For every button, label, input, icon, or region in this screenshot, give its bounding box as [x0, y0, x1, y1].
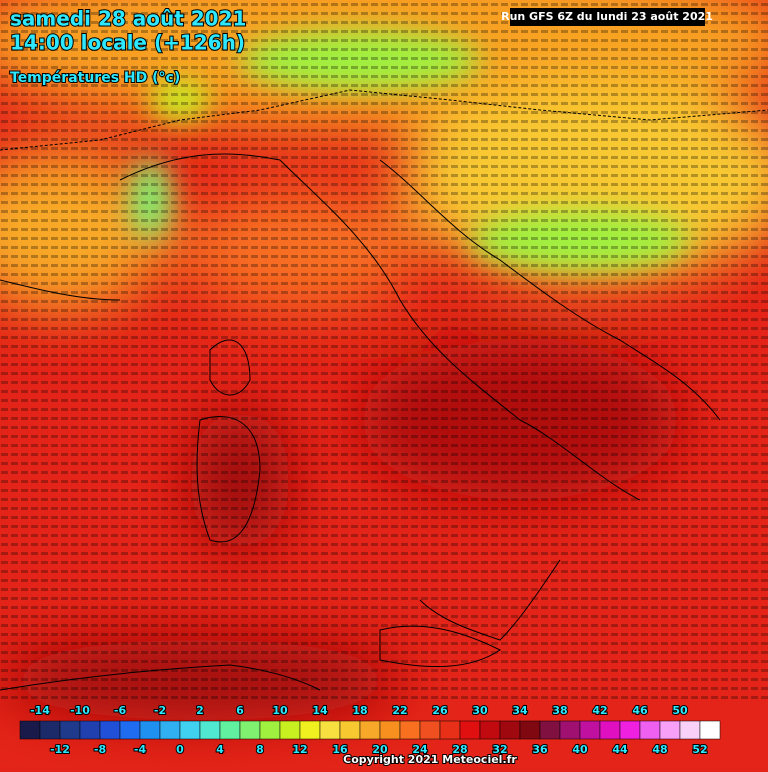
legend-label: 42	[592, 704, 607, 717]
legend-swatch	[419, 720, 441, 740]
legend-swatch	[259, 720, 281, 740]
legend-swatch	[279, 720, 301, 740]
legend-label: 38	[552, 704, 567, 717]
legend-label: 20	[372, 743, 388, 756]
legend-swatch	[379, 720, 401, 740]
legend-swatch	[359, 720, 381, 740]
legend: -14-12-10-8-6-4-202468101214161820222426…	[19, 703, 721, 757]
legend-label: -10	[70, 704, 90, 717]
legend-swatch	[299, 720, 321, 740]
legend-label: 36	[532, 743, 548, 756]
legend-label: 8	[256, 743, 264, 756]
copyright: Copyright 2021 Meteociel.fr	[343, 753, 517, 766]
legend-swatch	[199, 720, 221, 740]
legend-swatch	[339, 720, 361, 740]
legend-swatch	[39, 720, 61, 740]
legend-label: 30	[472, 704, 488, 717]
legend-swatch	[239, 720, 261, 740]
run-info: Run GFS 6Z du lundi 23 août 2021	[501, 10, 713, 23]
legend-swatch	[699, 720, 721, 740]
legend-label: 14	[312, 704, 328, 717]
legend-swatch	[399, 720, 421, 740]
legend-label: -4	[134, 743, 147, 756]
legend-label: 24	[412, 743, 428, 756]
legend-label: 4	[216, 743, 224, 756]
legend-label: 18	[352, 704, 367, 717]
legend-swatch	[139, 720, 161, 740]
legend-label: 6	[236, 704, 244, 717]
legend-label: 10	[272, 704, 288, 717]
date: samedi 28 août 2021	[10, 7, 246, 31]
legend-label: -14	[30, 704, 50, 717]
legend-swatch	[59, 720, 81, 740]
legend-swatch	[19, 720, 41, 740]
legend-label: 28	[452, 743, 467, 756]
legend-label: 46	[632, 704, 648, 717]
legend-swatch	[579, 720, 601, 740]
legend-swatch	[459, 720, 481, 740]
legend-swatch	[159, 720, 181, 740]
subtitle: Températures HD (°c)	[10, 70, 180, 86]
legend-label: 2	[196, 704, 204, 717]
legend-label: 26	[432, 704, 448, 717]
legend-swatch	[599, 720, 621, 740]
legend-swatch	[219, 720, 241, 740]
legend-swatch	[499, 720, 521, 740]
legend-swatch	[439, 720, 461, 740]
legend-swatch	[519, 720, 541, 740]
legend-swatch	[479, 720, 501, 740]
time: 14:00 locale (+126h)	[10, 31, 245, 55]
legend-label: 40	[572, 743, 588, 756]
legend-label: -6	[114, 704, 127, 717]
run-box	[510, 8, 705, 26]
legend-swatch	[619, 720, 641, 740]
legend-swatch	[539, 720, 561, 740]
legend-label: 12	[292, 743, 307, 756]
legend-label: 52	[692, 743, 707, 756]
value-grid	[0, 0, 768, 700]
legend-label: 0	[176, 743, 184, 756]
legend-label: 22	[392, 704, 407, 717]
legend-swatch	[679, 720, 701, 740]
legend-label: -2	[154, 704, 166, 717]
legend-swatch	[119, 720, 141, 740]
legend-label: -8	[94, 743, 106, 756]
legend-swatch	[79, 720, 101, 740]
legend-swatch	[99, 720, 121, 740]
legend-label: -12	[50, 743, 70, 756]
legend-swatch	[179, 720, 201, 740]
legend-label: 32	[492, 743, 507, 756]
legend-swatch	[639, 720, 661, 740]
legend-label: 50	[672, 704, 688, 717]
legend-swatch	[659, 720, 681, 740]
legend-swatch	[319, 720, 341, 740]
legend-label: 34	[512, 704, 528, 717]
legend-label: 44	[612, 743, 628, 756]
legend-swatch	[559, 720, 581, 740]
legend-label: 16	[332, 743, 348, 756]
coastlines	[0, 89, 768, 691]
legend-label: 48	[652, 743, 667, 756]
